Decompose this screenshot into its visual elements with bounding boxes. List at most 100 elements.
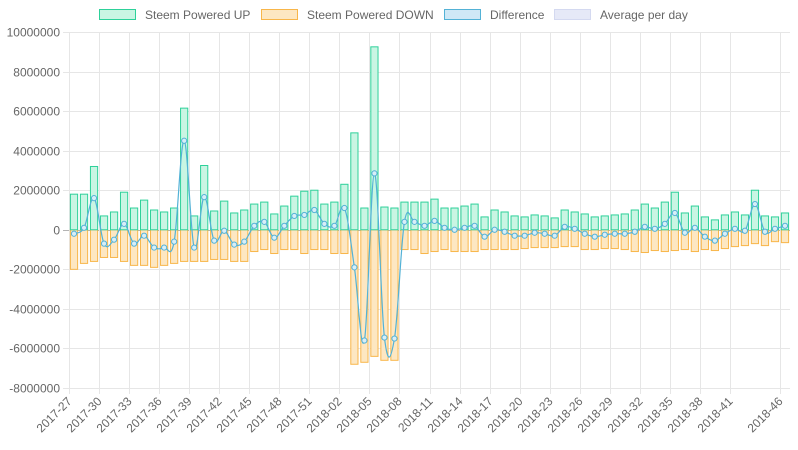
bar-steem-powered-up	[450, 207, 459, 231]
bar-steem-powered-up	[470, 203, 479, 231]
x-tick-label: 2018-46	[745, 394, 786, 435]
bar-steem-powered-up	[220, 200, 229, 231]
bar-steem-powered-down	[410, 229, 419, 251]
bar-steem-powered-up	[600, 215, 609, 231]
difference-point	[351, 264, 358, 271]
difference-point	[671, 209, 678, 217]
difference-point	[251, 222, 258, 229]
bar-steem-powered-up	[780, 212, 790, 231]
difference-point	[381, 334, 388, 341]
bar-steem-powered-down	[460, 229, 469, 253]
difference-point	[581, 230, 588, 237]
difference-point	[311, 206, 318, 214]
bar-steem-powered-up	[630, 209, 639, 231]
bar-steem-powered-down	[170, 229, 179, 264]
bar-steem-powered-up	[270, 213, 279, 231]
bar-steem-powered-up	[230, 212, 239, 231]
bar-steem-powered-down	[370, 229, 379, 357]
bar-steem-powered-down	[520, 229, 529, 250]
bar-steem-powered-up	[139, 199, 149, 231]
bar-steem-powered-down	[450, 229, 459, 253]
bar-steem-powered-up	[750, 189, 760, 231]
bar-steem-powered-up	[400, 201, 409, 231]
bar-steem-powered-down	[180, 229, 189, 262]
difference-point	[211, 237, 218, 244]
difference-point	[731, 225, 739, 232]
bar-steem-powered-down	[200, 229, 209, 262]
bar-steem-powered-up	[580, 213, 589, 231]
difference-point	[171, 238, 178, 245]
bars-down-layer	[69, 229, 790, 365]
bar-steem-powered-up	[520, 216, 529, 231]
bar-steem-powered-up	[119, 191, 129, 231]
bar-steem-powered-down	[310, 229, 319, 251]
y-tick-label: 10000000	[7, 26, 61, 40]
difference-point	[641, 223, 648, 230]
bar-steem-powered-up	[180, 107, 189, 231]
difference-point	[191, 244, 198, 251]
legend-swatch-up	[99, 9, 136, 20]
bar-steem-powered-down	[470, 229, 479, 253]
difference-point	[151, 244, 158, 251]
y-tick-label: 6000000	[13, 105, 60, 119]
bar-steem-powered-up	[390, 207, 399, 231]
bar-steem-powered-up	[420, 201, 429, 231]
y-tick-label: 2000000	[13, 184, 60, 198]
difference-point	[521, 232, 528, 239]
bar-steem-powered-up	[620, 213, 629, 231]
difference-point	[291, 212, 298, 220]
difference-point	[461, 224, 468, 231]
difference-point	[241, 238, 248, 245]
bar-steem-powered-down	[440, 229, 449, 251]
difference-point	[431, 217, 438, 224]
difference-point	[771, 225, 779, 232]
bar-steem-powered-down	[89, 229, 99, 262]
y-tick-label: -2000000	[9, 263, 60, 277]
difference-point	[181, 137, 188, 144]
difference-point	[130, 240, 138, 247]
difference-point	[781, 222, 789, 229]
bar-steem-powered-up	[740, 214, 750, 231]
difference-point	[391, 335, 398, 342]
legend-label-difference: Difference	[490, 8, 545, 22]
bar-steem-powered-up	[69, 193, 79, 231]
bar-steem-powered-down	[79, 229, 89, 264]
legend-label-down: Steem Powered DOWN	[307, 8, 434, 22]
difference-point	[221, 227, 228, 234]
difference-point	[761, 228, 769, 235]
difference-point	[491, 226, 498, 233]
bar-steem-powered-down	[129, 229, 139, 266]
bar-steem-powered-down	[270, 229, 279, 255]
bar-steem-powered-down	[570, 229, 579, 248]
difference-point	[361, 337, 368, 344]
difference-point	[551, 232, 558, 239]
difference-point	[661, 220, 668, 227]
difference-point	[501, 228, 508, 235]
bar-steem-powered-down	[560, 229, 569, 248]
legend-swatch-average	[554, 9, 591, 20]
bar-steem-powered-down	[660, 229, 669, 253]
difference-point	[371, 170, 378, 177]
bar-steem-powered-up	[160, 211, 169, 231]
bar-steem-powered-down	[250, 229, 259, 253]
y-tick-label: -4000000	[9, 303, 60, 317]
difference-point	[591, 233, 598, 240]
difference-point	[471, 222, 478, 229]
difference-point	[751, 200, 759, 208]
bar-steem-powered-down	[330, 229, 339, 255]
y-tick-label: 4000000	[13, 145, 60, 159]
difference-point	[261, 218, 268, 225]
bar-steem-powered-up	[320, 203, 329, 231]
difference-point	[631, 228, 638, 235]
difference-point	[681, 229, 688, 236]
difference-point	[80, 224, 88, 231]
difference-point	[691, 224, 698, 231]
difference-point	[541, 230, 548, 237]
bar-steem-powered-down	[260, 229, 269, 251]
bar-steem-powered-up	[550, 217, 559, 231]
chart-legend: Steem Powered UP Steem Powered DOWN Diff…	[0, 7, 798, 25]
bar-steem-powered-down	[220, 229, 229, 260]
bar-steem-powered-up	[590, 216, 599, 231]
difference-point	[701, 233, 708, 240]
